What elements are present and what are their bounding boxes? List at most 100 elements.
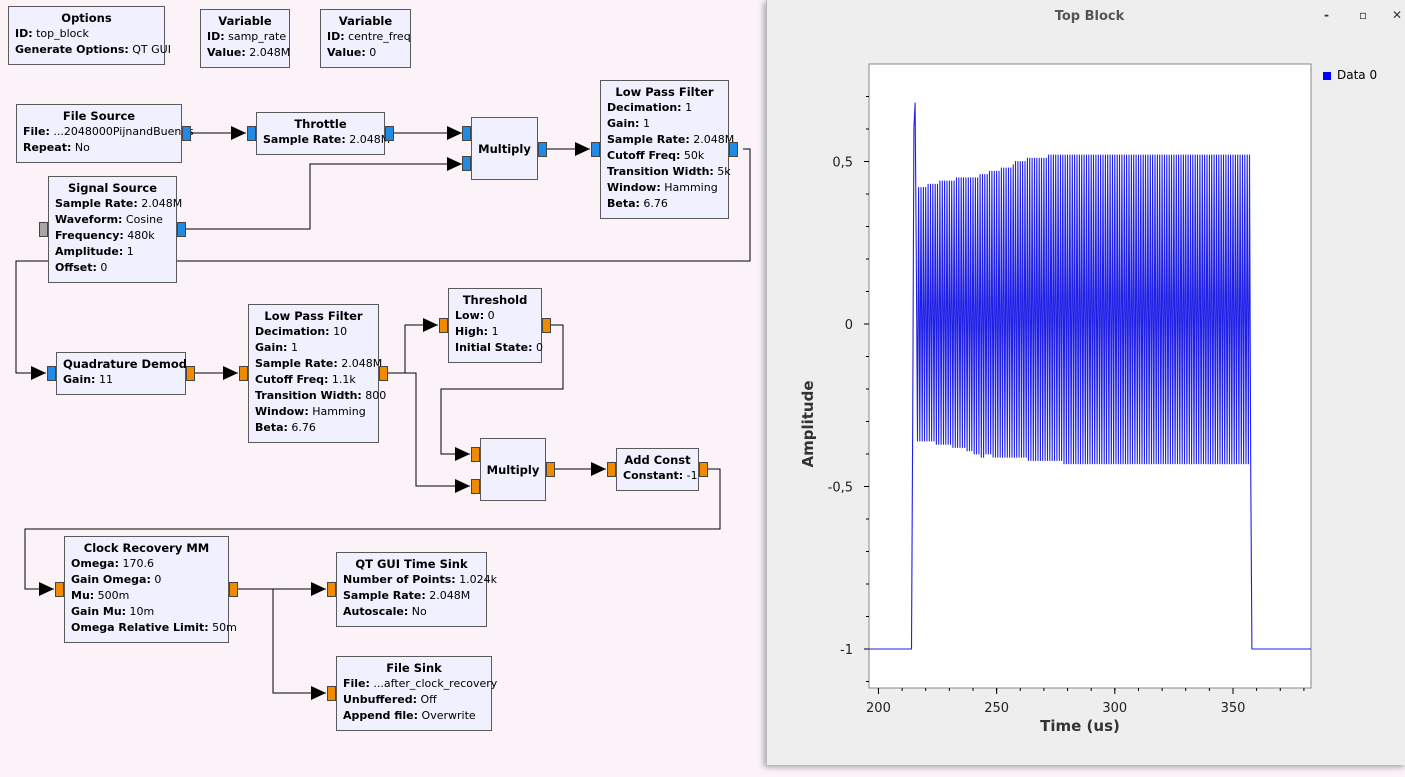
input-port[interactable] (39, 222, 48, 237)
block-param: ID: samp_rate (207, 29, 286, 45)
connection-wire[interactable] (15, 148, 751, 374)
block-multiply-1[interactable]: Multiply (471, 117, 538, 180)
block-param: Append file: Overwrite (343, 708, 485, 724)
arrowhead-icon (455, 479, 470, 493)
param-key: Window: (607, 181, 661, 194)
param-key: File: (343, 677, 370, 690)
block-title: File Sink (386, 661, 442, 675)
block-threshold[interactable]: Threshold Low: 0 High: 1 Initial State: 0 (448, 288, 543, 363)
param-key: Cutoff Freq: (255, 373, 329, 386)
block-param: Gain Mu: 10m (71, 604, 222, 620)
output-port[interactable] (542, 318, 551, 333)
output-port[interactable] (385, 126, 394, 141)
output-port[interactable] (182, 126, 191, 141)
param-key: Autoscale: (343, 605, 409, 618)
input-port[interactable] (55, 582, 64, 597)
param-key: Decimation: (607, 101, 682, 114)
input-port[interactable] (471, 479, 480, 494)
input-port[interactable] (247, 126, 256, 141)
param-value: 480k (123, 229, 155, 242)
connection-wire[interactable] (185, 163, 462, 230)
param-key: Sample Rate: (607, 133, 690, 146)
block-param: Omega: 170.6 (71, 556, 222, 572)
plot-legend[interactable]: Data 0 (1323, 68, 1377, 82)
legend-label: Data 0 (1337, 68, 1378, 82)
minimize-icon[interactable]: ‐ (1324, 8, 1329, 22)
block-low-pass-filter-1[interactable]: Low Pass Filter Decimation: 1 Gain: 1 Sampl… (600, 80, 734, 219)
input-port[interactable] (462, 126, 471, 141)
arrowhead-icon (39, 582, 54, 596)
input-port[interactable] (439, 318, 448, 333)
param-key: ID: (327, 30, 345, 43)
x-tick-label: 250 (984, 701, 1009, 716)
legend-swatch (1323, 71, 1331, 80)
output-port[interactable] (186, 366, 195, 381)
param-value: 800 (361, 389, 387, 402)
block-title: Signal Source (67, 181, 157, 195)
param-key: Omega Relative Limit: (71, 621, 209, 634)
y-tick-label: -0,5 (828, 481, 853, 496)
output-port[interactable] (379, 366, 388, 381)
block-qt-gui-time-sink[interactable]: QT GUI Time Sink Number of Points: 1.024k… (336, 552, 497, 627)
connection-wire[interactable] (440, 324, 564, 455)
block-param: Omega Relative Limit: 50m (71, 620, 237, 636)
input-port[interactable] (239, 366, 248, 381)
block-param: Beta: 6.76 (255, 420, 372, 436)
block-low-pass-filter-2[interactable]: Low Pass Filter Decimation: 10 Gain: 1 Samp… (248, 304, 386, 443)
block-file-source[interactable]: File Source File: ...2048000PijnandBuenos… (16, 104, 194, 163)
output-port[interactable] (546, 462, 555, 477)
block-options[interactable]: Options ID: top_block Generate Options: QT… (8, 6, 171, 65)
block-add-const[interactable]: Add Const Constant: -1 (616, 448, 699, 491)
connection-wire[interactable] (388, 372, 470, 487)
connection-wire[interactable] (388, 324, 438, 374)
input-port[interactable] (607, 462, 616, 477)
arrowhead-icon (447, 126, 462, 140)
param-key: ID: (15, 27, 33, 40)
output-port[interactable] (538, 142, 547, 157)
param-key: ID: (207, 30, 225, 43)
param-value: 1 (287, 341, 298, 354)
output-port[interactable] (229, 582, 238, 597)
input-port[interactable] (591, 142, 600, 157)
output-port[interactable] (177, 222, 186, 237)
param-value: 1 (681, 101, 693, 114)
block-title: QT GUI Time Sink (355, 557, 468, 571)
param-key: Gain Omega: (71, 573, 151, 586)
block-quadrature-demod[interactable]: Quadrature Demod Gain: 11 (56, 352, 187, 395)
block-title: Multiply (478, 142, 531, 156)
param-key: File: (23, 125, 50, 138)
param-key: Repeat: (23, 141, 72, 154)
time-sink-plot[interactable]: 0,5 0 -0,5 -1 200 250 300 350 Time (us) Amplitude (767, 0, 1405, 765)
param-value: samp_rate (224, 30, 287, 43)
input-port[interactable] (471, 447, 480, 462)
block-throttle[interactable]: Throttle Sample Rate: 2.048M (256, 112, 390, 155)
param-key: Gain Mu: (71, 605, 127, 618)
input-port[interactable] (462, 156, 471, 171)
block-param: Autoscale: No (343, 604, 480, 620)
block-var-centre-freq[interactable]: Variable ID: centre_freq Value: 0 (320, 9, 411, 68)
window-titlebar[interactable]: Top Block ‐ ▫ ✕ (767, 0, 1405, 34)
connection-wire[interactable] (24, 468, 721, 590)
param-value: 2.048M (137, 197, 183, 210)
block-signal-source[interactable]: Signal Source Sample Rate: 2.048M Waveform… (48, 176, 182, 283)
block-multiply-2[interactable]: Multiply (480, 438, 546, 501)
param-key: Sample Rate: (263, 133, 346, 146)
block-param: Beta: 6.76 (607, 196, 722, 212)
param-key: Decimation: (255, 325, 330, 338)
param-value: 2.048M (245, 46, 291, 59)
maximize-icon[interactable]: ▫ (1359, 8, 1368, 22)
close-icon[interactable]: ✕ (1392, 8, 1403, 22)
output-port[interactable] (729, 142, 738, 157)
connection-wire[interactable] (238, 588, 326, 694)
block-param: Sample Rate: 2.048M (55, 196, 182, 212)
param-key: Gain: (63, 373, 96, 386)
param-key: Frequency: (55, 229, 124, 242)
input-port[interactable] (327, 686, 336, 701)
input-port[interactable] (47, 366, 56, 381)
block-file-sink[interactable]: File Sink File: ...after_clock_recovery Un… (336, 656, 497, 731)
block-var-samp-rate[interactable]: Variable ID: samp_rate Value: 2.048M (200, 9, 290, 68)
block-clock-recovery-mm[interactable]: Clock Recovery MM Omega: 170.6 Gain Omega:… (64, 536, 237, 643)
output-port[interactable] (699, 462, 708, 477)
input-port[interactable] (327, 582, 336, 597)
